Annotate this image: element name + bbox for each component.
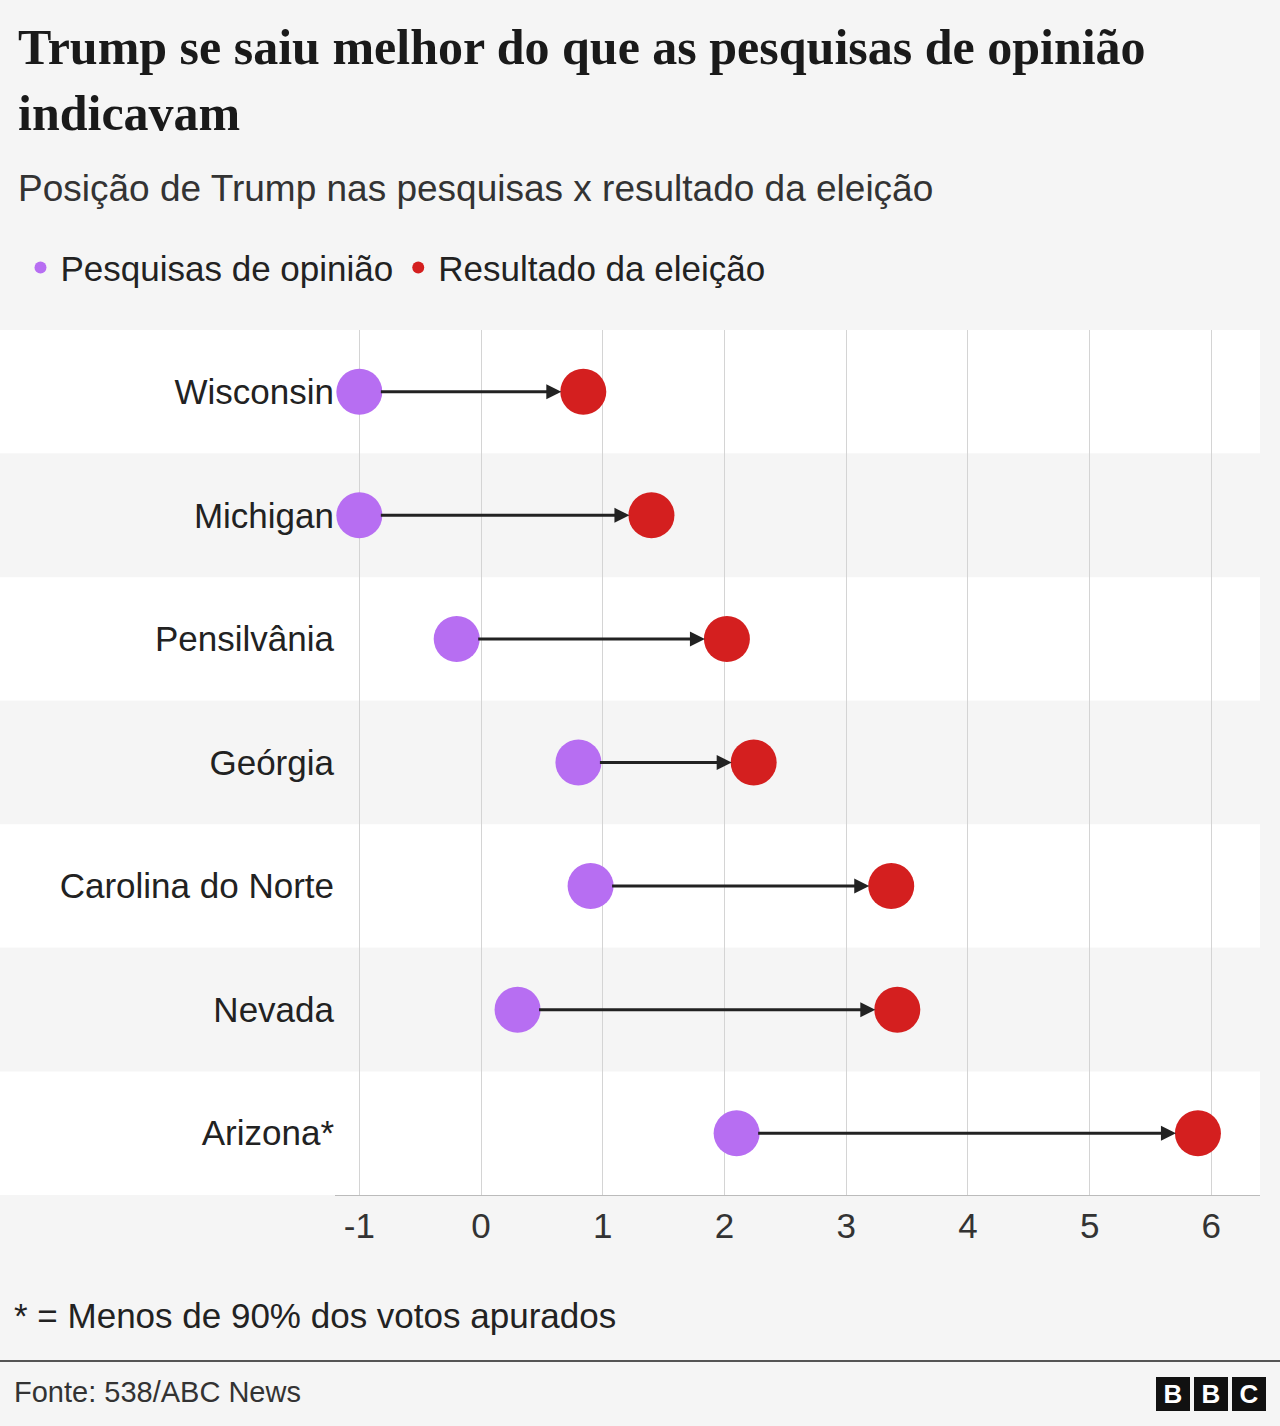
svg-text:Pensilvânia: Pensilvânia: [155, 619, 335, 658]
html-text:Fonte: 538/ABC News: Fonte: 538/ABC News: [14, 1376, 301, 1408]
svg-text:5: 5: [1080, 1206, 1099, 1245]
svg-text:Wisconsin: Wisconsin: [175, 372, 334, 411]
svg-text:6: 6: [1202, 1206, 1221, 1245]
html-text:B: B: [1163, 1378, 1183, 1409]
svg-text:Pesquisas de opinião: Pesquisas de opinião: [61, 249, 394, 288]
svg-text:Geórgia: Geórgia: [209, 743, 334, 782]
svg-text:Carolina do Norte: Carolina do Norte: [60, 866, 334, 905]
svg-text:2: 2: [715, 1206, 734, 1245]
svg-text:Resultado da eleição: Resultado da eleição: [438, 249, 765, 288]
svg-text:1: 1: [593, 1206, 612, 1245]
svg-text:3: 3: [836, 1206, 855, 1245]
html-text:Posição de Trump nas pesquisas: Posição de Trump nas pesquisas x resulta…: [18, 168, 934, 209]
html-text:Trump se saiu melhor do que as: Trump se saiu melhor do que as pesquisas…: [18, 19, 1146, 141]
html-text:* = Menos de 90% dos votos apu: * = Menos de 90% dos votos apurados: [14, 1296, 617, 1335]
svg-text:Nevada: Nevada: [213, 990, 334, 1029]
html-text:C: C: [1239, 1378, 1259, 1409]
svg-text:-1: -1: [344, 1206, 375, 1245]
svg-text:Arizona*: Arizona*: [202, 1113, 335, 1152]
svg-text:0: 0: [471, 1206, 490, 1245]
svg-text:4: 4: [958, 1206, 977, 1245]
svg-text:Michigan: Michigan: [194, 496, 334, 535]
html-text:B: B: [1201, 1378, 1221, 1409]
